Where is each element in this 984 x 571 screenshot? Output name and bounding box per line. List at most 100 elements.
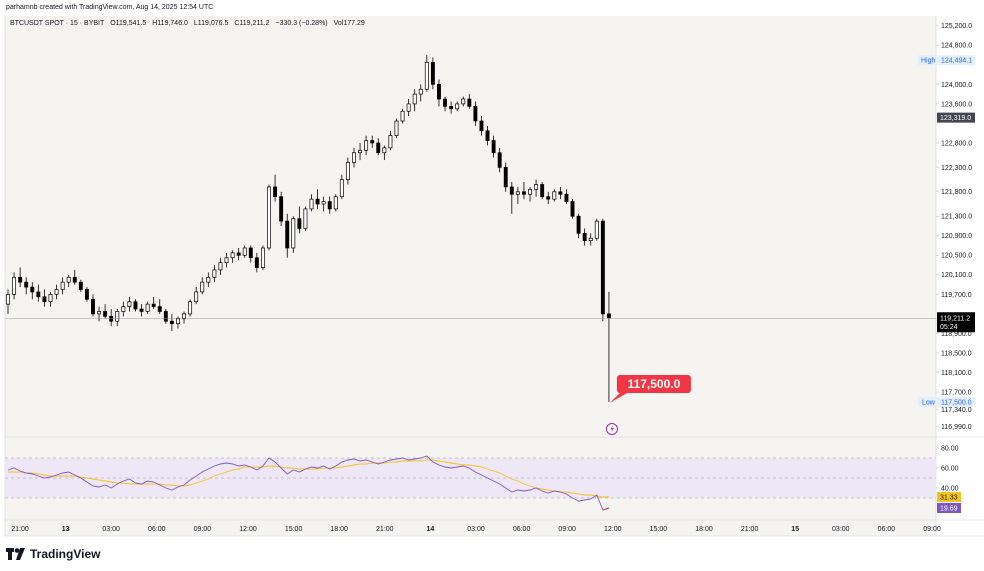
candle[interactable]	[400, 108, 405, 124]
candle[interactable]	[406, 99, 411, 117]
candle[interactable]	[248, 245, 253, 263]
candle[interactable]	[127, 296, 132, 312]
candle[interactable]	[285, 213, 290, 258]
candle[interactable]	[30, 282, 35, 300]
candle[interactable]	[437, 79, 441, 107]
candle[interactable]	[382, 145, 387, 161]
candle[interactable]	[303, 206, 308, 231]
candle[interactable]	[6, 289, 10, 314]
candle[interactable]	[558, 186, 563, 200]
candle[interactable]	[103, 304, 108, 319]
candle[interactable]	[370, 135, 375, 148]
candle[interactable]	[485, 125, 490, 146]
candle[interactable]	[139, 304, 144, 317]
candle[interactable]	[430, 57, 435, 90]
candle[interactable]	[121, 301, 126, 317]
candle[interactable]	[600, 218, 605, 322]
candle[interactable]	[333, 194, 338, 212]
candle[interactable]	[66, 274, 71, 288]
candle[interactable]	[521, 182, 526, 200]
candle[interactable]	[230, 250, 235, 263]
candle[interactable]	[291, 216, 296, 253]
candle[interactable]	[588, 233, 593, 246]
candle[interactable]	[297, 206, 302, 234]
candle[interactable]	[418, 84, 423, 102]
candle[interactable]	[455, 101, 460, 112]
candle[interactable]	[145, 301, 150, 314]
candle[interactable]	[60, 277, 65, 295]
candle[interactable]	[582, 228, 587, 246]
candle[interactable]	[467, 94, 472, 109]
candle[interactable]	[321, 196, 326, 212]
lightning-event-marker[interactable]	[605, 423, 618, 435]
candle[interactable]	[576, 213, 581, 239]
candle[interactable]	[242, 245, 247, 258]
candle[interactable]	[540, 182, 545, 200]
candle[interactable]	[169, 313, 174, 331]
candle[interactable]	[24, 277, 29, 295]
candle[interactable]	[412, 89, 417, 112]
legend-symbol[interactable]: BTCUSDT SPOT · 15 · BYBIT	[10, 20, 105, 27]
candle[interactable]	[151, 296, 156, 310]
candle[interactable]	[315, 189, 320, 209]
candle[interactable]	[42, 289, 47, 307]
candle[interactable]	[254, 252, 259, 273]
candle[interactable]	[443, 96, 447, 112]
candle[interactable]	[473, 101, 478, 126]
candle[interactable]	[200, 277, 205, 295]
candle[interactable]	[394, 118, 399, 139]
candle[interactable]	[273, 174, 278, 202]
candle[interactable]	[109, 309, 114, 327]
candle[interactable]	[84, 287, 89, 302]
tradingview-logo[interactable]: TradingView	[6, 545, 100, 563]
candle[interactable]	[97, 306, 101, 322]
candle[interactable]	[91, 294, 95, 317]
candle[interactable]	[388, 130, 393, 151]
candle[interactable]	[157, 299, 162, 314]
candle[interactable]	[267, 184, 271, 251]
candle[interactable]	[564, 189, 569, 205]
candle[interactable]	[78, 279, 83, 292]
candle[interactable]	[515, 186, 520, 205]
candle[interactable]	[491, 135, 496, 158]
candle[interactable]	[358, 142, 363, 161]
candle[interactable]	[236, 247, 241, 261]
candle[interactable]	[48, 291, 53, 307]
candle[interactable]	[182, 311, 186, 324]
candle[interactable]	[279, 191, 284, 226]
candle[interactable]	[594, 218, 599, 241]
candle[interactable]	[352, 147, 356, 168]
candle[interactable]	[309, 194, 314, 212]
candle[interactable]	[327, 196, 332, 214]
candle[interactable]	[339, 174, 344, 200]
candle[interactable]	[364, 135, 369, 156]
candle[interactable]	[546, 191, 551, 205]
candle[interactable]	[570, 199, 575, 219]
candle[interactable]	[212, 265, 217, 283]
candle[interactable]	[188, 299, 193, 317]
candle[interactable]	[552, 189, 557, 202]
candle[interactable]	[115, 309, 120, 327]
candle[interactable]	[218, 257, 223, 275]
candle[interactable]	[534, 179, 539, 197]
current-price-tag[interactable]	[937, 312, 975, 333]
candle[interactable]	[509, 182, 514, 214]
candle[interactable]	[449, 101, 454, 114]
candle[interactable]	[479, 116, 484, 136]
candle[interactable]	[345, 157, 350, 185]
candle[interactable]	[503, 162, 508, 192]
candle[interactable]	[376, 138, 381, 156]
candle[interactable]	[36, 284, 41, 302]
candle[interactable]	[461, 96, 466, 107]
candle[interactable]	[72, 269, 77, 285]
candle[interactable]	[54, 284, 59, 300]
candle[interactable]	[224, 252, 229, 268]
candle[interactable]	[528, 186, 532, 202]
candle[interactable]	[194, 287, 199, 305]
candle[interactable]	[12, 272, 17, 300]
candle[interactable]	[497, 147, 502, 173]
candle[interactable]	[260, 245, 265, 270]
candle[interactable]	[18, 267, 23, 288]
candle[interactable]	[163, 309, 168, 324]
